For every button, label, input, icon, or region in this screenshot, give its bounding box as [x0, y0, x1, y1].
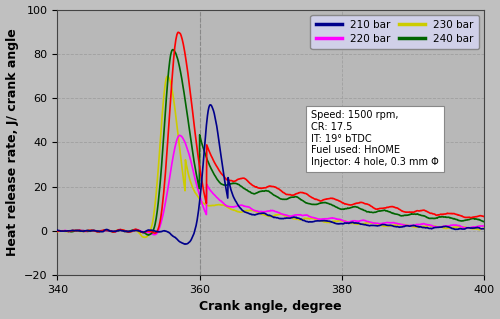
- Legend: 210 bar, 220 bar, 230 bar, 240 bar: 210 bar, 220 bar, 230 bar, 240 bar: [310, 15, 478, 49]
- Y-axis label: Heat release rate, J/ crank angle: Heat release rate, J/ crank angle: [6, 28, 18, 256]
- Text: Speed: 1500 rpm,
CR: 17.5
IT: 19° bTDC
Fuel used: HnOME
Injector: 4 hole, 0.3 mm: Speed: 1500 rpm, CR: 17.5 IT: 19° bTDC F…: [311, 110, 439, 167]
- X-axis label: Crank angle, degree: Crank angle, degree: [200, 300, 342, 314]
